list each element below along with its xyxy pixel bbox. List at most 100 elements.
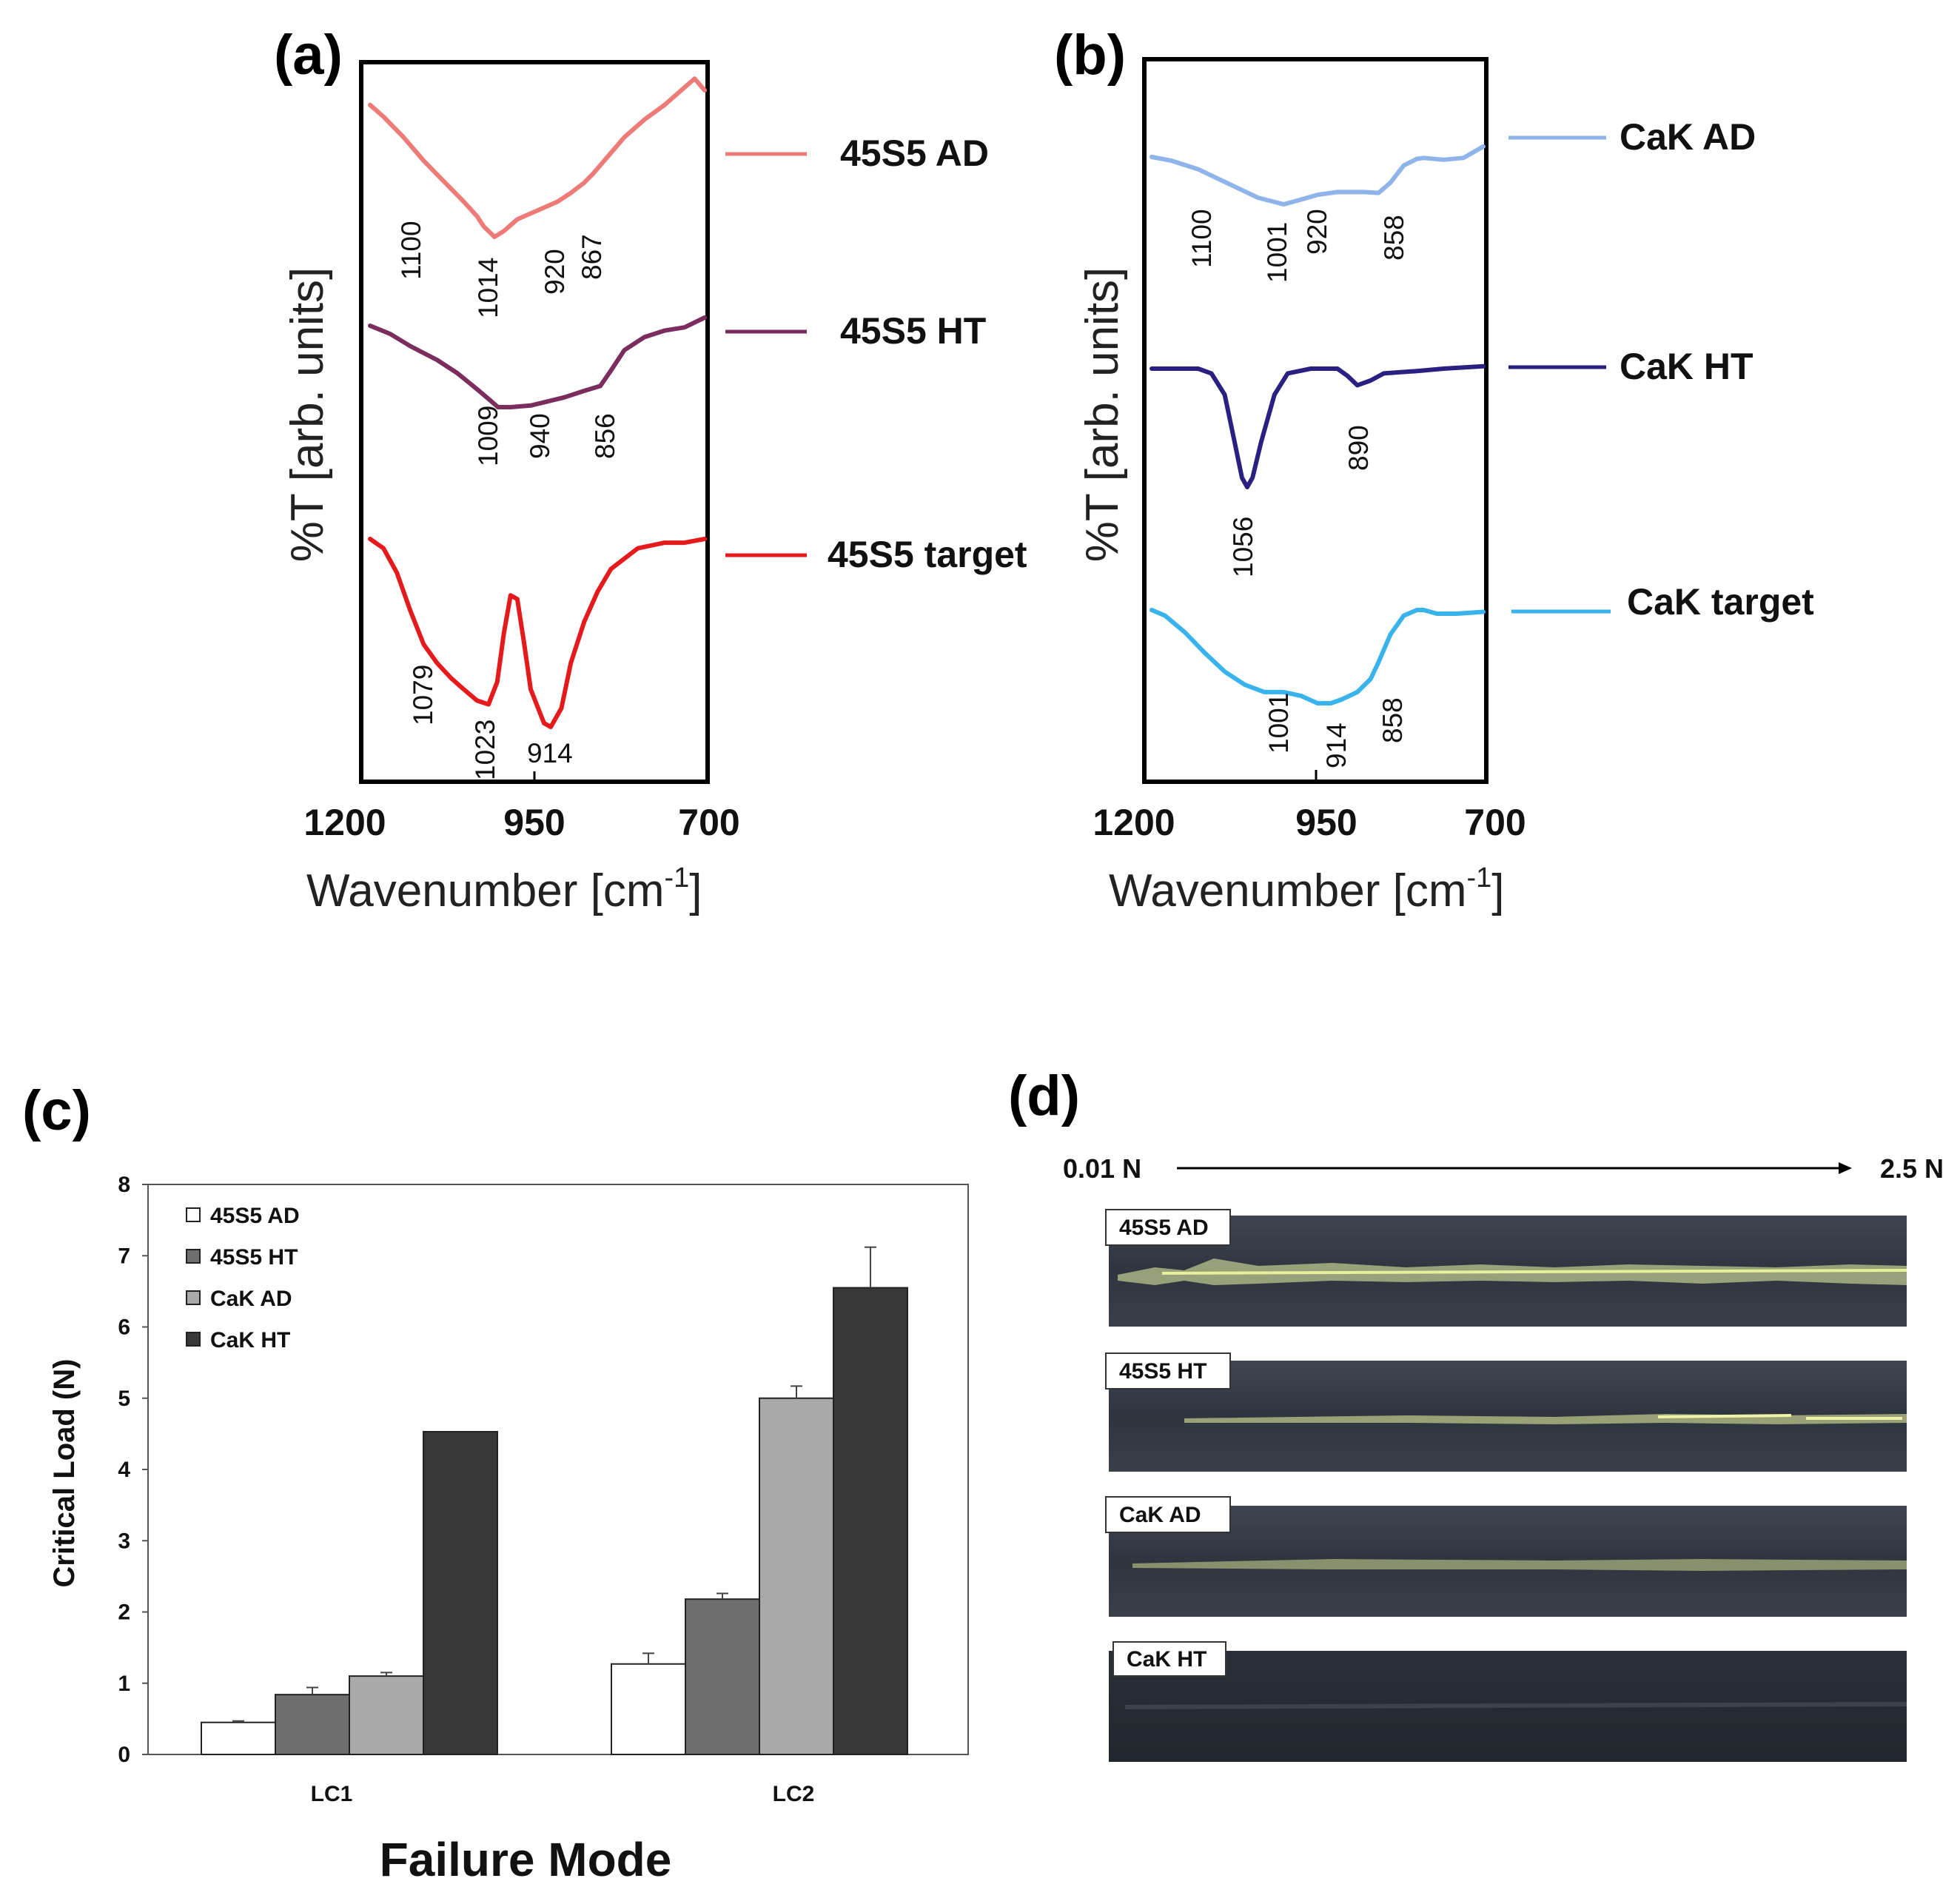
x-tick-label: 700 <box>1464 802 1526 843</box>
load-start-label: 0.01 N <box>1063 1153 1141 1184</box>
y-tick-label: 2 <box>118 1600 130 1625</box>
bar-cak-ht-lc1 <box>423 1430 498 1756</box>
legend-label-cak-ad: CaK AD <box>210 1287 292 1311</box>
bar-45s5-ht-lc1 <box>275 1694 350 1755</box>
scratch-groove <box>1132 1559 1907 1571</box>
spectrum-45s5-ht <box>368 315 707 409</box>
panel-d-letter: (d) <box>1008 1065 1080 1127</box>
scratch-track-45s5-ad: 45S5 AD <box>1105 1209 1907 1327</box>
x-axis-label: Wavenumber [cm-1] <box>1109 862 1505 916</box>
legend-label-cak-target: CaK target <box>1627 581 1814 623</box>
y-axis-label: %T [arb. units] <box>1077 267 1128 563</box>
legend-swatch-cak-ad <box>186 1290 201 1305</box>
bar-45s5-ad-lc2 <box>611 1663 686 1755</box>
load-end-label: 2.5 N <box>1880 1153 1944 1184</box>
x-axis-label: Failure Mode <box>380 1833 672 1886</box>
category-label-lc1: LC1 <box>311 1782 353 1806</box>
y-tick-label: 5 <box>118 1387 130 1411</box>
legend-label-cak-ht: CaK HT <box>210 1328 290 1352</box>
peak-label: 1009 <box>473 406 503 466</box>
legend-label-45s5-ht: 45S5 HT <box>840 310 986 352</box>
spectrum-45s5-ad <box>368 76 707 239</box>
peak-label: 856 <box>590 413 620 459</box>
track-label: 45S5 AD <box>1119 1216 1209 1240</box>
x-tick-label: 950 <box>503 802 565 843</box>
y-axis-label: %T [arb. units] <box>282 267 333 563</box>
peak-label: 914 <box>527 738 573 768</box>
panel-d: (d) 0.01 N 2.5 N 45S5 AD 45S5 HT CaK AD <box>1008 1065 1944 1762</box>
legend-swatch-45s5-ad <box>186 1207 201 1222</box>
legend-label-45s5-ad: 45S5 AD <box>840 133 989 174</box>
peak-label: 1001 <box>1262 222 1292 283</box>
legend: 45S5 AD 45S5 HT CaK AD CaK HT <box>186 1204 300 1352</box>
peak-label: 858 <box>1377 697 1408 743</box>
scratch-highlight <box>1161 1269 1907 1275</box>
panel-a: (a) 45S5 AD 45S5 HT 45S5 target 1100 101… <box>274 24 1027 916</box>
legend-label-45s5-target: 45S5 target <box>828 534 1027 575</box>
x-axis-label: Wavenumber [cm-1] <box>306 862 702 916</box>
y-axis-label: Critical Load (N) <box>48 1359 81 1588</box>
spectrum-cak-target <box>1150 608 1486 705</box>
legend-label-cak-ad: CaK AD <box>1620 116 1756 158</box>
bar-45s5-ht-lc2 <box>685 1598 760 1756</box>
spectrum-cak-ht <box>1150 363 1486 489</box>
y-tick-label: 1 <box>118 1672 130 1696</box>
peak-label: 1056 <box>1228 517 1258 577</box>
bars <box>201 1287 908 1756</box>
scratch-track-cak-ht: CaK HT <box>1109 1641 1907 1762</box>
panel-b-spectra <box>1150 144 1486 705</box>
peak-label: 914 <box>1321 723 1352 768</box>
panel-a-letter: (a) <box>274 24 343 87</box>
legend-label-cak-ht: CaK HT <box>1620 346 1753 387</box>
track-label-box <box>1112 1641 1226 1677</box>
panel-b-letter: (b) <box>1054 24 1126 87</box>
legend-label-45s5-ad: 45S5 AD <box>210 1204 300 1228</box>
peak-label: 1023 <box>470 720 500 780</box>
y-tick-label: 8 <box>118 1173 130 1197</box>
legend-swatch-45s5-ht <box>186 1249 201 1264</box>
x-tick-label: 1200 <box>303 802 386 843</box>
bar-cak-ht-lc2 <box>833 1287 908 1755</box>
y-tick-label: 0 <box>118 1743 130 1767</box>
y-tick-label: 6 <box>118 1315 130 1340</box>
x-tick-label: 950 <box>1295 802 1357 843</box>
legend-swatch-cak-ht <box>186 1332 201 1347</box>
peak-label: 920 <box>1302 209 1332 255</box>
x-tick-label: 700 <box>678 802 739 843</box>
panel-c-letter: (c) <box>22 1079 91 1142</box>
x-tick-label: 1200 <box>1093 802 1175 843</box>
track-label: CaK HT <box>1127 1647 1206 1672</box>
track-label-box <box>1105 1352 1231 1390</box>
y-tick-label: 3 <box>118 1529 130 1553</box>
peak-label: 867 <box>577 234 607 280</box>
peak-label: 1001 <box>1263 693 1294 754</box>
peak-label: 858 <box>1379 215 1409 261</box>
category-label-lc2: LC2 <box>773 1782 815 1806</box>
legend-label-45s5-ht: 45S5 HT <box>210 1245 298 1270</box>
spectrum-45s5-target <box>368 537 707 729</box>
peak-label: 1014 <box>473 258 503 318</box>
scratch-track-cak-ad: CaK AD <box>1105 1496 1907 1617</box>
track-label: 45S5 HT <box>1119 1359 1206 1384</box>
scratch-track-45s5-ht: 45S5 HT <box>1105 1352 1907 1472</box>
scratch-highlight <box>1657 1414 1902 1420</box>
peak-label: 1100 <box>396 221 426 280</box>
peak-label: 940 <box>525 413 555 459</box>
y-axis: 0 1 2 3 4 5 6 7 8 <box>118 1173 148 1767</box>
bar-cak-ad-lc1 <box>349 1675 424 1755</box>
peak-label: 890 <box>1343 425 1374 471</box>
track-label-box <box>1105 1496 1231 1533</box>
y-tick-label: 4 <box>118 1458 130 1482</box>
spectrum-cak-ad <box>1150 144 1486 207</box>
bar-cak-ad-lc2 <box>759 1397 834 1755</box>
peak-label: 920 <box>540 249 570 295</box>
error-bars <box>232 1246 876 1723</box>
load-arrow-head <box>1839 1162 1852 1174</box>
track-label-box <box>1105 1209 1231 1246</box>
track-label: CaK AD <box>1119 1503 1201 1527</box>
scratch-groove <box>1124 1702 1907 1709</box>
panel-a-spectra <box>368 76 707 729</box>
peak-label: 1100 <box>1187 209 1217 268</box>
